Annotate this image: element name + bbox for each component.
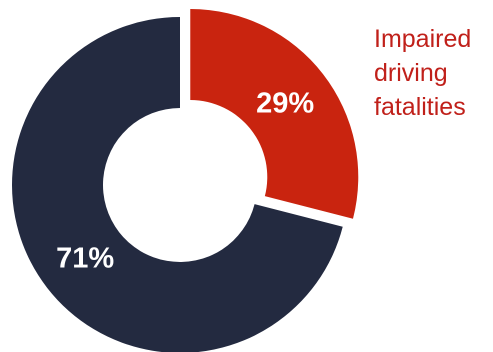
slice-other [12, 17, 343, 352]
slice-impaired-driving [190, 9, 359, 219]
annotation-line-1: Impaired [374, 25, 472, 53]
annotation-line-3: fatalities [374, 93, 466, 121]
value-label-other: 71% [56, 243, 114, 275]
slices-group [12, 9, 359, 352]
value-labels-group: 29% 71% [56, 87, 314, 274]
slice-annotation: Impaired driving fatalities [374, 22, 489, 124]
value-label-impaired: 29% [256, 87, 314, 119]
annotation-line-2: driving [374, 59, 448, 87]
